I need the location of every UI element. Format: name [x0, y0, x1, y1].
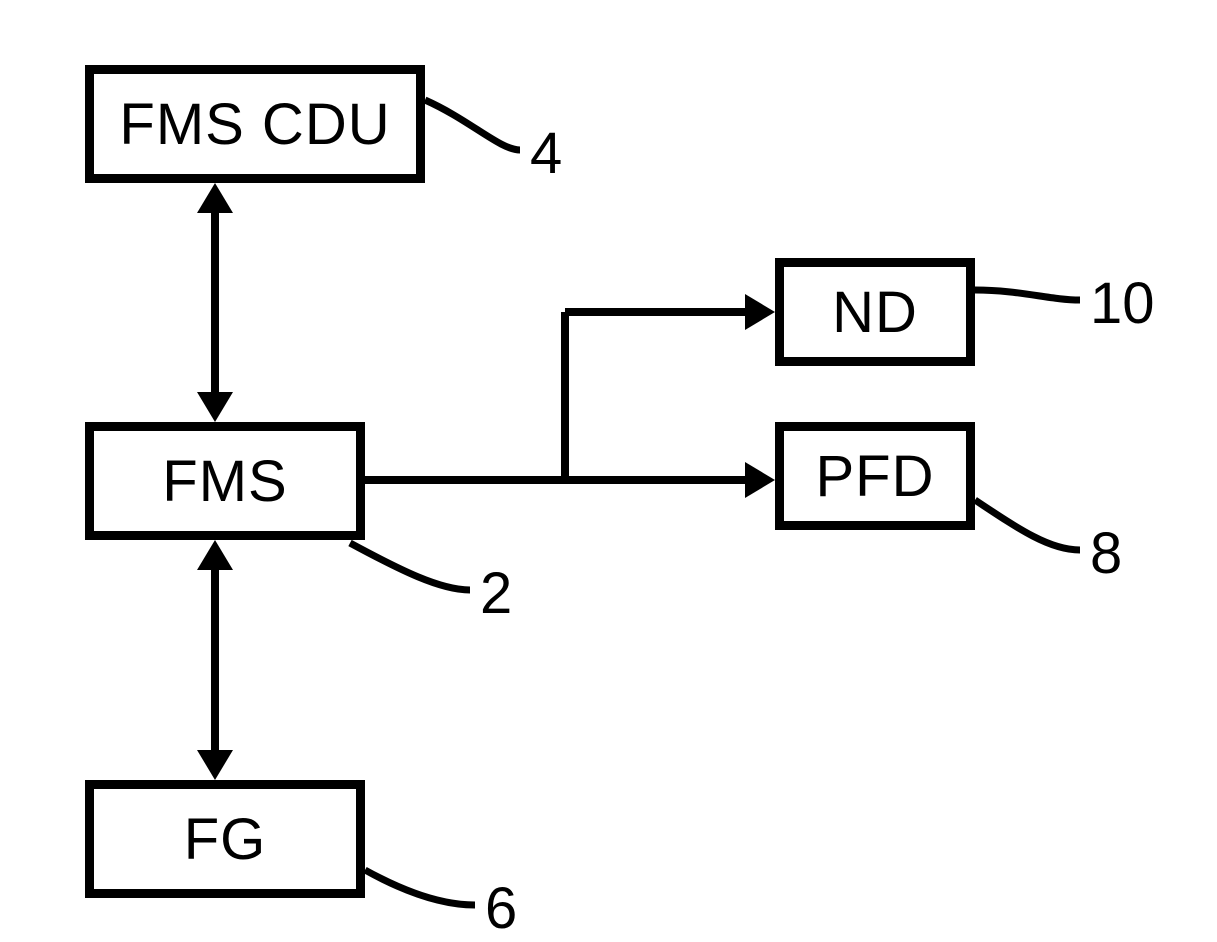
node-label: FMS CDU [119, 91, 390, 158]
callout-label-fmscdu: 4 [530, 120, 562, 187]
callout-label-nd: 10 [1090, 270, 1155, 337]
callout-label-fg: 6 [485, 875, 517, 942]
node-fms: FMS [85, 422, 365, 540]
node-fms-cdu: FMS CDU [85, 65, 425, 183]
node-pfd: PFD [775, 422, 975, 530]
node-label: ND [832, 279, 918, 346]
node-nd: ND [775, 258, 975, 366]
callout-curve-fg [365, 870, 475, 905]
callout-curve-fms [350, 543, 470, 590]
callout-curve-fmscdu [425, 100, 520, 150]
diagram-canvas: FMS CDU FMS FG ND PFD 4 2 6 10 8 [0, 0, 1217, 937]
node-fg: FG [85, 780, 365, 898]
callout-label-fms: 2 [480, 560, 512, 627]
callout-curve-pfd [975, 500, 1080, 550]
node-label: PFD [816, 443, 935, 510]
node-label: FMS [162, 448, 287, 515]
callout-label-pfd: 8 [1090, 520, 1122, 587]
callout-curve-nd [975, 290, 1080, 300]
edge-fms-fg [197, 540, 233, 780]
edge-fmscdu-fms [197, 183, 233, 422]
edge-branch-nd [565, 294, 775, 480]
edge-fms-pfd [365, 462, 775, 498]
node-label: FG [184, 806, 267, 873]
